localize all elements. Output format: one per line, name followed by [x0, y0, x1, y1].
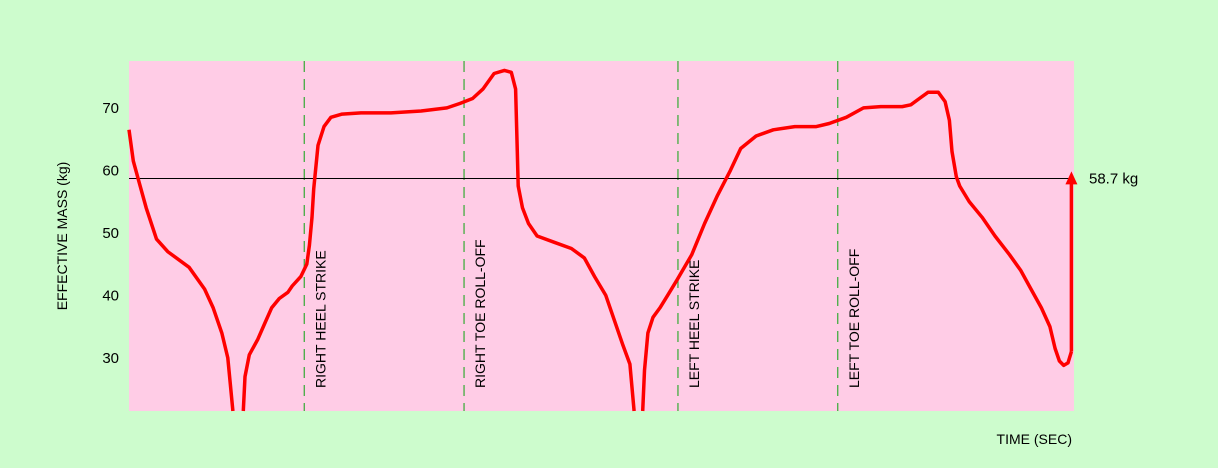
- x-axis-title: TIME (SEC): [997, 431, 1072, 447]
- series-line: [241, 68, 636, 412]
- series-line: [640, 90, 1074, 412]
- plot-area: [129, 61, 1074, 411]
- event-label: LEFT HEEL STRIKE: [686, 260, 702, 388]
- y-tick-label: 40: [102, 287, 119, 304]
- series-line: [127, 129, 235, 412]
- y-tick-label: 60: [102, 162, 119, 179]
- y-tick-label: 70: [102, 100, 119, 117]
- event-label: LEFT TOE ROLL-OFF: [846, 249, 862, 388]
- y-tick-label: 50: [102, 225, 119, 242]
- reference-label: 58.7 kg: [1089, 171, 1138, 188]
- event-label: RIGHT TOE ROLL-OFF: [472, 239, 488, 388]
- reference-arrowhead: [1065, 171, 1078, 185]
- y-axis-title: EFFECTIVE MASS (kg): [54, 162, 70, 311]
- y-tick-label: 30: [102, 350, 119, 367]
- event-label: RIGHT HEEL STRIKE: [312, 250, 328, 388]
